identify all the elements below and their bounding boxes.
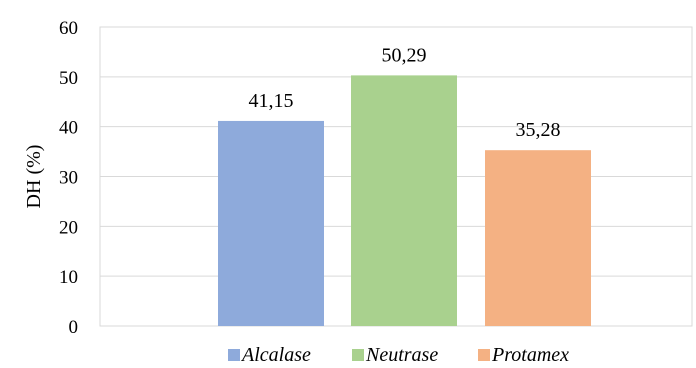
y-tick-label: 30 (59, 168, 78, 189)
y-tick-label: 60 (59, 18, 78, 39)
data-label-protamex: 35,28 (516, 119, 561, 141)
legend-label-protamex: Protamex (491, 344, 569, 366)
y-axis-title: DH (%) (23, 145, 45, 209)
bar-protamex (485, 150, 591, 326)
bar-neutrase (351, 75, 457, 326)
legend: Alcalase Neutrase Protamex (228, 344, 569, 366)
data-labels: 41,15 50,29 35,28 (249, 44, 561, 141)
bar-alcalase (218, 120, 324, 326)
legend-swatch-alcalase (228, 349, 240, 361)
y-axis-ticks: 0 10 20 30 40 50 60 (59, 18, 78, 338)
legend-swatch-protamex (478, 349, 490, 361)
data-label-alcalase: 41,15 (249, 90, 294, 112)
y-tick-label: 10 (59, 267, 78, 288)
y-tick-label: 0 (69, 317, 79, 338)
bars (218, 75, 591, 326)
y-tick-label: 40 (59, 118, 78, 139)
legend-swatch-neutrase (352, 349, 364, 361)
data-label-neutrase: 50,29 (382, 44, 427, 66)
y-tick-label: 50 (59, 68, 78, 89)
y-tick-label: 20 (59, 217, 78, 238)
legend-label-alcalase: Alcalase (240, 344, 311, 366)
legend-label-neutrase: Neutrase (365, 344, 438, 366)
